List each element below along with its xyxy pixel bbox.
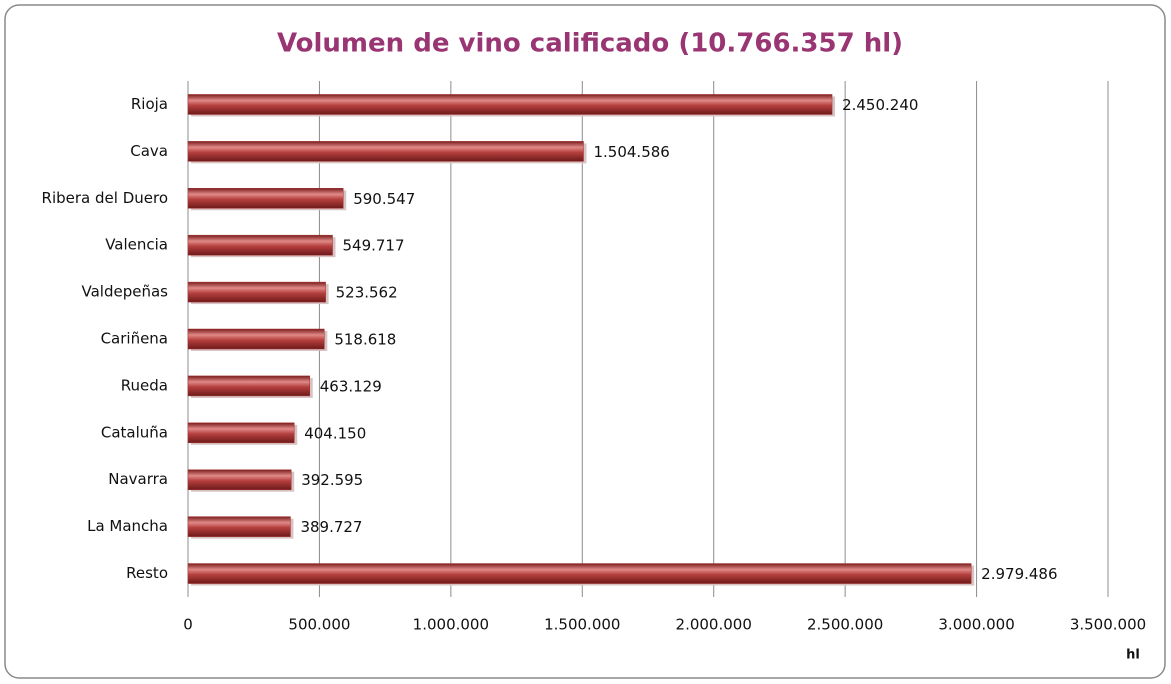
bar [187,563,972,584]
bar [187,94,833,115]
x-tick-label: 1.000.000 [413,616,489,634]
value-label: 518.618 [334,331,396,349]
chart-title: Volumen de vino calificado (10.766.357 h… [277,29,903,59]
y-tick-label: Ribera del Duero [42,189,168,207]
value-label: 2.450.240 [842,96,918,114]
value-label: 404.150 [304,424,366,442]
value-label: 549.717 [342,237,404,255]
bar [187,281,326,303]
bar [187,422,295,444]
bar [187,469,292,490]
value-label: 463.129 [320,377,382,395]
y-tick-label: Resto [126,564,168,582]
x-tick-label: 2.500.000 [807,616,883,634]
bar [187,188,344,209]
value-label: 392.595 [301,471,363,489]
bar [187,141,584,162]
x-tick-label: 1.500.000 [544,616,620,634]
y-tick-label: Rioja [131,95,168,113]
value-label: 523.562 [336,284,398,302]
x-tick-label: 3.000.000 [938,616,1014,634]
y-tick-label: Valencia [105,236,168,254]
y-tick-label: Cava [130,142,168,160]
bar [187,516,291,537]
y-tick-label: Navarra [108,470,168,488]
value-label: 1.504.586 [593,143,669,161]
x-tick-label: 3.500.000 [1070,616,1146,634]
y-tick-label: La Mancha [87,517,168,535]
x-tick-label: 500.000 [288,616,350,634]
y-tick-label: Cariñena [101,330,168,348]
chart-border [4,4,1166,679]
y-tick-label: Rueda [121,376,168,394]
bar [187,328,325,350]
value-label: 389.727 [300,518,362,536]
value-label: 590.547 [353,190,415,208]
x-tick-label: 2.000.000 [676,616,752,634]
bar [187,375,310,397]
value-label: 2.979.486 [981,565,1057,583]
x-axis-label: hl [1126,648,1140,663]
x-tick-label: 0 [183,616,193,634]
y-tick-label: Valdepeñas [82,283,169,301]
y-tick-label: Cataluña [101,423,168,441]
bar [187,234,333,256]
